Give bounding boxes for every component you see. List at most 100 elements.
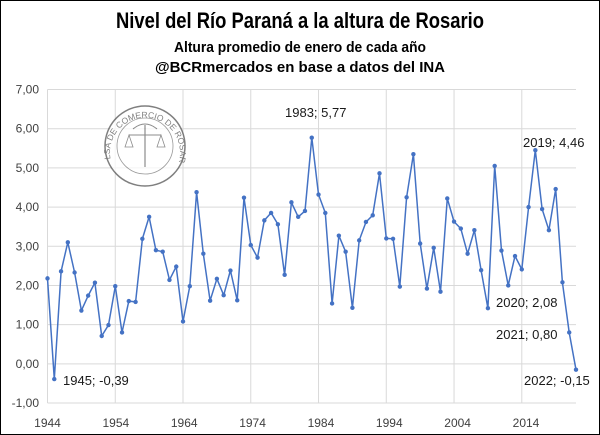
data-point-1954	[113, 284, 118, 289]
data-point-1986	[329, 301, 335, 306]
data-point-2012	[506, 283, 511, 288]
data-point-1982	[302, 208, 308, 214]
data-point-2022	[573, 367, 579, 372]
annotation-2019: 2019; 4,46	[523, 135, 584, 150]
data-point-1971	[228, 268, 233, 273]
data-point-2020	[560, 280, 565, 285]
data-point-2010	[492, 163, 497, 169]
data-points	[45, 135, 579, 382]
y-tick-label: 0,00	[16, 357, 40, 371]
data-point-1957	[133, 299, 138, 305]
data-point-2016	[533, 148, 538, 153]
annotation-1983: 1983; 5,77	[285, 105, 346, 120]
data-point-2021	[567, 330, 572, 335]
data-annotations: 1945; -0,39 1983; 5,77 2019; 4,46 2020; 2,0…	[63, 105, 590, 388]
data-point-1989	[350, 305, 355, 310]
data-point-1994	[384, 236, 389, 241]
y-tick-label: -1,00	[12, 396, 40, 410]
annotation-2021: 2021; 0,80	[496, 327, 557, 342]
data-point-1948	[72, 270, 77, 275]
data-point-2017	[539, 206, 545, 212]
data-point-2018	[546, 227, 552, 233]
data-point-1980	[289, 200, 294, 205]
data-point-1999	[417, 241, 423, 246]
data-point-1984	[316, 192, 321, 197]
data-point-1959	[146, 214, 152, 220]
x-tick-label: 2004	[444, 416, 471, 430]
data-point-1974	[248, 242, 253, 248]
data-point-1988	[343, 249, 348, 254]
data-point-1960	[153, 247, 159, 253]
data-point-1947	[65, 240, 71, 245]
data-point-1968	[207, 298, 213, 303]
data-point-1963	[174, 264, 179, 269]
x-tick-label: 1944	[34, 416, 61, 430]
y-tick-label: 3,00	[16, 239, 40, 253]
data-point-2007	[472, 227, 477, 233]
data-point-1973	[241, 195, 247, 200]
data-point-1962	[167, 277, 172, 283]
data-point-1969	[214, 276, 220, 281]
data-point-1949	[79, 308, 84, 313]
data-point-1952	[99, 333, 104, 339]
chart-title: Nivel del Río Paraná a la altura de Rosa…	[116, 8, 484, 33]
data-point-1997	[404, 195, 409, 200]
data-point-1956	[126, 298, 132, 304]
data-point-1953	[106, 322, 111, 328]
data-point-1951	[92, 280, 98, 285]
data-point-1944	[45, 276, 50, 281]
data-point-2002	[438, 289, 443, 294]
data-point-1970	[221, 293, 226, 298]
y-tick-label: 4,00	[16, 200, 40, 214]
data-point-1993	[377, 171, 382, 176]
data-point-2019	[553, 186, 558, 192]
annotation-2020: 2020; 2,08	[496, 295, 557, 310]
data-point-1995	[390, 236, 396, 242]
x-tick-label: 1954	[103, 416, 130, 430]
x-tick-label: 1984	[308, 416, 335, 430]
data-point-1945	[52, 376, 57, 382]
annotation-2022: 2022; -0,15	[524, 373, 590, 388]
data-point-2015	[526, 204, 531, 210]
data-point-2014	[519, 267, 524, 272]
data-point-1985	[323, 210, 328, 216]
data-point-1992	[370, 213, 375, 218]
data-point-1976	[262, 218, 267, 223]
chart-subtitle: Altura promedio de enero de cada año	[174, 39, 426, 56]
data-point-1996	[397, 284, 403, 289]
data-point-1966	[194, 189, 199, 195]
data-point-1950	[85, 293, 91, 298]
data-point-1978	[275, 222, 281, 227]
data-point-1987	[336, 233, 342, 238]
data-point-2003	[445, 196, 450, 201]
y-axis-tick-labels: -1,00 0,00 1,00 2,00 3,00 4,00 5,00 6,00 7,00	[12, 83, 40, 411]
x-tick-label: 1974	[239, 416, 266, 430]
data-point-1946	[58, 269, 64, 274]
y-tick-label: 7,00	[16, 83, 40, 97]
y-tick-label: 6,00	[16, 122, 40, 136]
data-point-1991	[363, 219, 369, 225]
x-tick-label: 1994	[376, 416, 403, 430]
data-point-1964	[180, 319, 186, 324]
y-tick-label: 5,00	[16, 161, 40, 175]
data-point-1972	[235, 298, 240, 303]
data-point-2009	[485, 305, 491, 311]
data-point-1990	[356, 238, 362, 243]
data-point-2005	[458, 226, 464, 231]
data-point-2000	[424, 286, 430, 291]
data-point-1967	[201, 251, 206, 256]
data-point-1965	[187, 284, 192, 289]
data-point-1998	[411, 151, 416, 157]
data-point-1958	[140, 236, 145, 242]
data-point-2011	[499, 248, 504, 253]
data-point-1981	[295, 214, 301, 220]
x-tick-label: 2014	[513, 416, 540, 430]
data-point-1955	[119, 330, 125, 335]
data-point-1961	[160, 249, 165, 254]
data-point-1983	[309, 135, 314, 140]
chart-source: @BCRmercados en base a datos del INA	[155, 59, 445, 76]
data-point-2013	[512, 253, 518, 259]
y-tick-label: 1,00	[16, 318, 40, 332]
